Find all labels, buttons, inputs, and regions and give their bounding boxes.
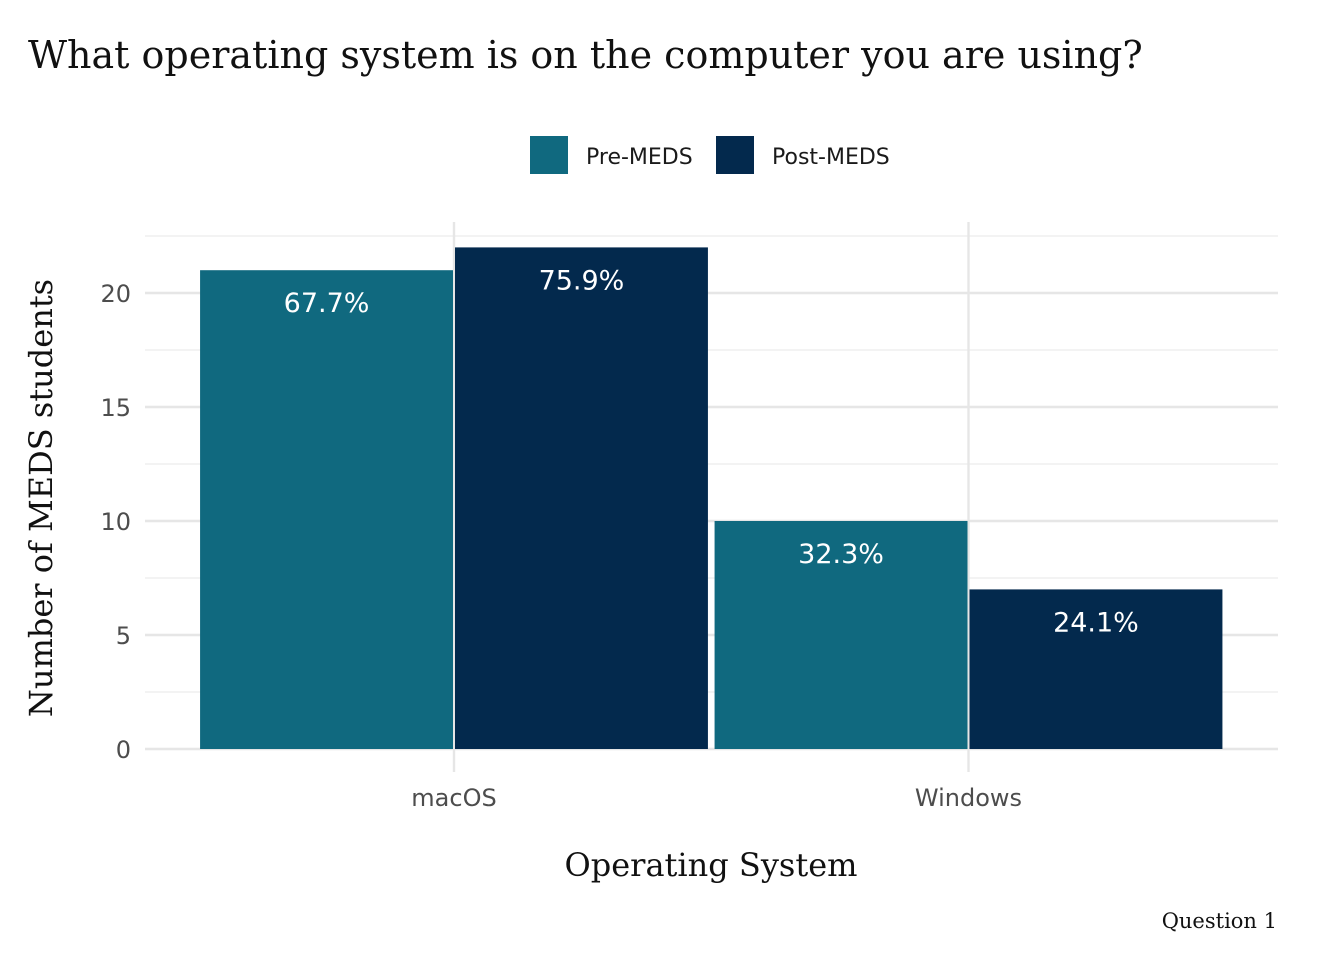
x-tick-label: macOS xyxy=(411,784,496,812)
x-axis-ticks: macOS Windows xyxy=(411,784,1022,812)
y-tick-label: 0 xyxy=(116,736,131,764)
y-tick-label: 15 xyxy=(100,394,131,422)
bar-pre-meds-windows xyxy=(714,521,968,749)
y-tick-label: 5 xyxy=(116,622,131,650)
legend-swatch-post-meds xyxy=(716,136,754,174)
bar-value-label: 75.9% xyxy=(539,265,625,296)
bars xyxy=(200,247,1223,749)
bar-labels: 67.7% 75.9% 32.3% 24.1% xyxy=(284,265,1139,638)
y-tick-label: 10 xyxy=(100,508,131,536)
legend-swatch-pre-meds xyxy=(530,136,568,174)
bar-post-meds-macos xyxy=(455,247,708,749)
bar-value-label: 67.7% xyxy=(284,288,370,319)
x-axis-title: Operating System xyxy=(565,846,858,884)
bar-value-label: 24.1% xyxy=(1053,607,1139,638)
bar-value-label: 32.3% xyxy=(798,539,884,570)
legend-label-pre-meds: Pre-MEDS xyxy=(586,145,693,170)
x-tick-label: Windows xyxy=(915,784,1022,812)
y-tick-label: 20 xyxy=(100,280,131,308)
bar-pre-meds-macos xyxy=(200,270,453,749)
y-axis-ticks: 0 5 10 15 20 xyxy=(100,280,131,764)
legend: Pre-MEDS Post-MEDS xyxy=(530,136,890,174)
chart-title: What operating system is on the computer… xyxy=(28,33,1143,77)
caption: Question 1 xyxy=(1162,909,1277,933)
y-axis-title: Number of MEDS students xyxy=(22,279,60,717)
bar-post-meds-windows xyxy=(969,589,1223,749)
legend-label-post-meds: Post-MEDS xyxy=(772,145,890,170)
